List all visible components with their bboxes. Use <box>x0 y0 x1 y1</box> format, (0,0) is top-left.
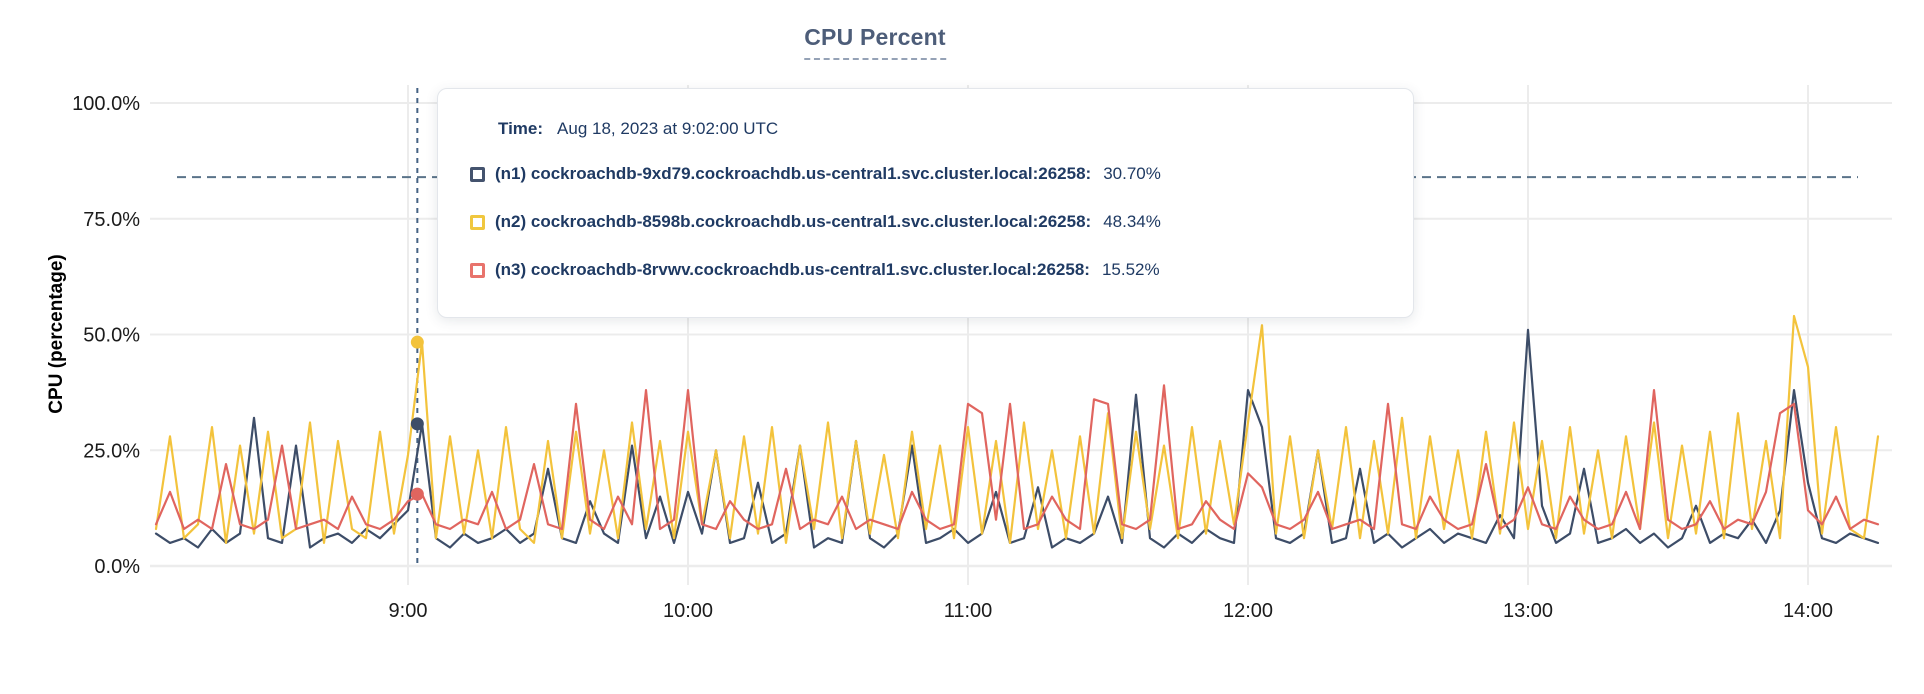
tooltip-series-rows: (n1) cockroachdb-9xd79.cockroachdb.us-ce… <box>470 161 1381 283</box>
x-axis-tick-label: 14:00 <box>1783 600 1833 622</box>
series-line-n1 <box>154 328 1880 549</box>
tooltip-time-label: Time: <box>498 119 544 138</box>
x-axis-tick-label: 12:00 <box>1223 600 1273 622</box>
y-axis-title: CPU (percentage) <box>46 254 67 413</box>
y-axis-tick-label: 50.0% <box>83 325 140 347</box>
x-axis-tick-label: 13:00 <box>1503 600 1553 622</box>
series-swatch-icon <box>470 214 485 230</box>
series-value: 48.34% <box>1103 212 1161 231</box>
y-axis-tick-label: 75.0% <box>83 209 140 231</box>
series-swatch-icon <box>470 262 485 278</box>
series-value: 30.70% <box>1103 164 1161 183</box>
series-value: 15.52% <box>1101 260 1160 279</box>
tooltip-series-row-n3: (n3) cockroachdb-8rvwv.cockroachdb.us-ce… <box>470 257 1381 283</box>
tooltip-time-value: Aug 18, 2023 at 9:02:00 UTC <box>557 119 779 138</box>
series-label: (n2) cockroachdb-8598b.cockroachdb.us-ce… <box>495 212 1092 231</box>
series-swatch-icon <box>470 166 485 182</box>
x-axis-tick-label: 11:00 <box>944 600 993 622</box>
x-axis-tick-label: 10:00 <box>663 600 713 622</box>
series-label: (n3) cockroachdb-8rvwv.cockroachdb.us-ce… <box>495 260 1090 279</box>
series-line-n2 <box>154 314 1880 544</box>
chart-tooltip: Time: Aug 18, 2023 at 9:02:00 UTC (n1) c… <box>437 88 1414 318</box>
hover-dot-n1 <box>410 417 424 431</box>
series-line-n3 <box>154 384 1880 531</box>
tooltip-time-row: Time: Aug 18, 2023 at 9:02:00 UTC <box>498 119 1381 139</box>
hover-dot-n2 <box>410 335 424 349</box>
y-axis-tick-label: 100.0% <box>72 93 140 115</box>
hover-dot-n3 <box>410 487 424 501</box>
tooltip-series-row-n1: (n1) cockroachdb-9xd79.cockroachdb.us-ce… <box>470 161 1381 187</box>
y-axis-tick-label: 25.0% <box>83 440 140 462</box>
series-label: (n1) cockroachdb-9xd79.cockroachdb.us-ce… <box>495 164 1092 183</box>
tooltip-series-row-n2: (n2) cockroachdb-8598b.cockroachdb.us-ce… <box>470 209 1381 235</box>
x-axis-tick-label: 9:00 <box>389 600 428 622</box>
chart-title: CPU Percent <box>804 24 946 60</box>
y-axis-tick-label: 0.0% <box>94 556 140 578</box>
